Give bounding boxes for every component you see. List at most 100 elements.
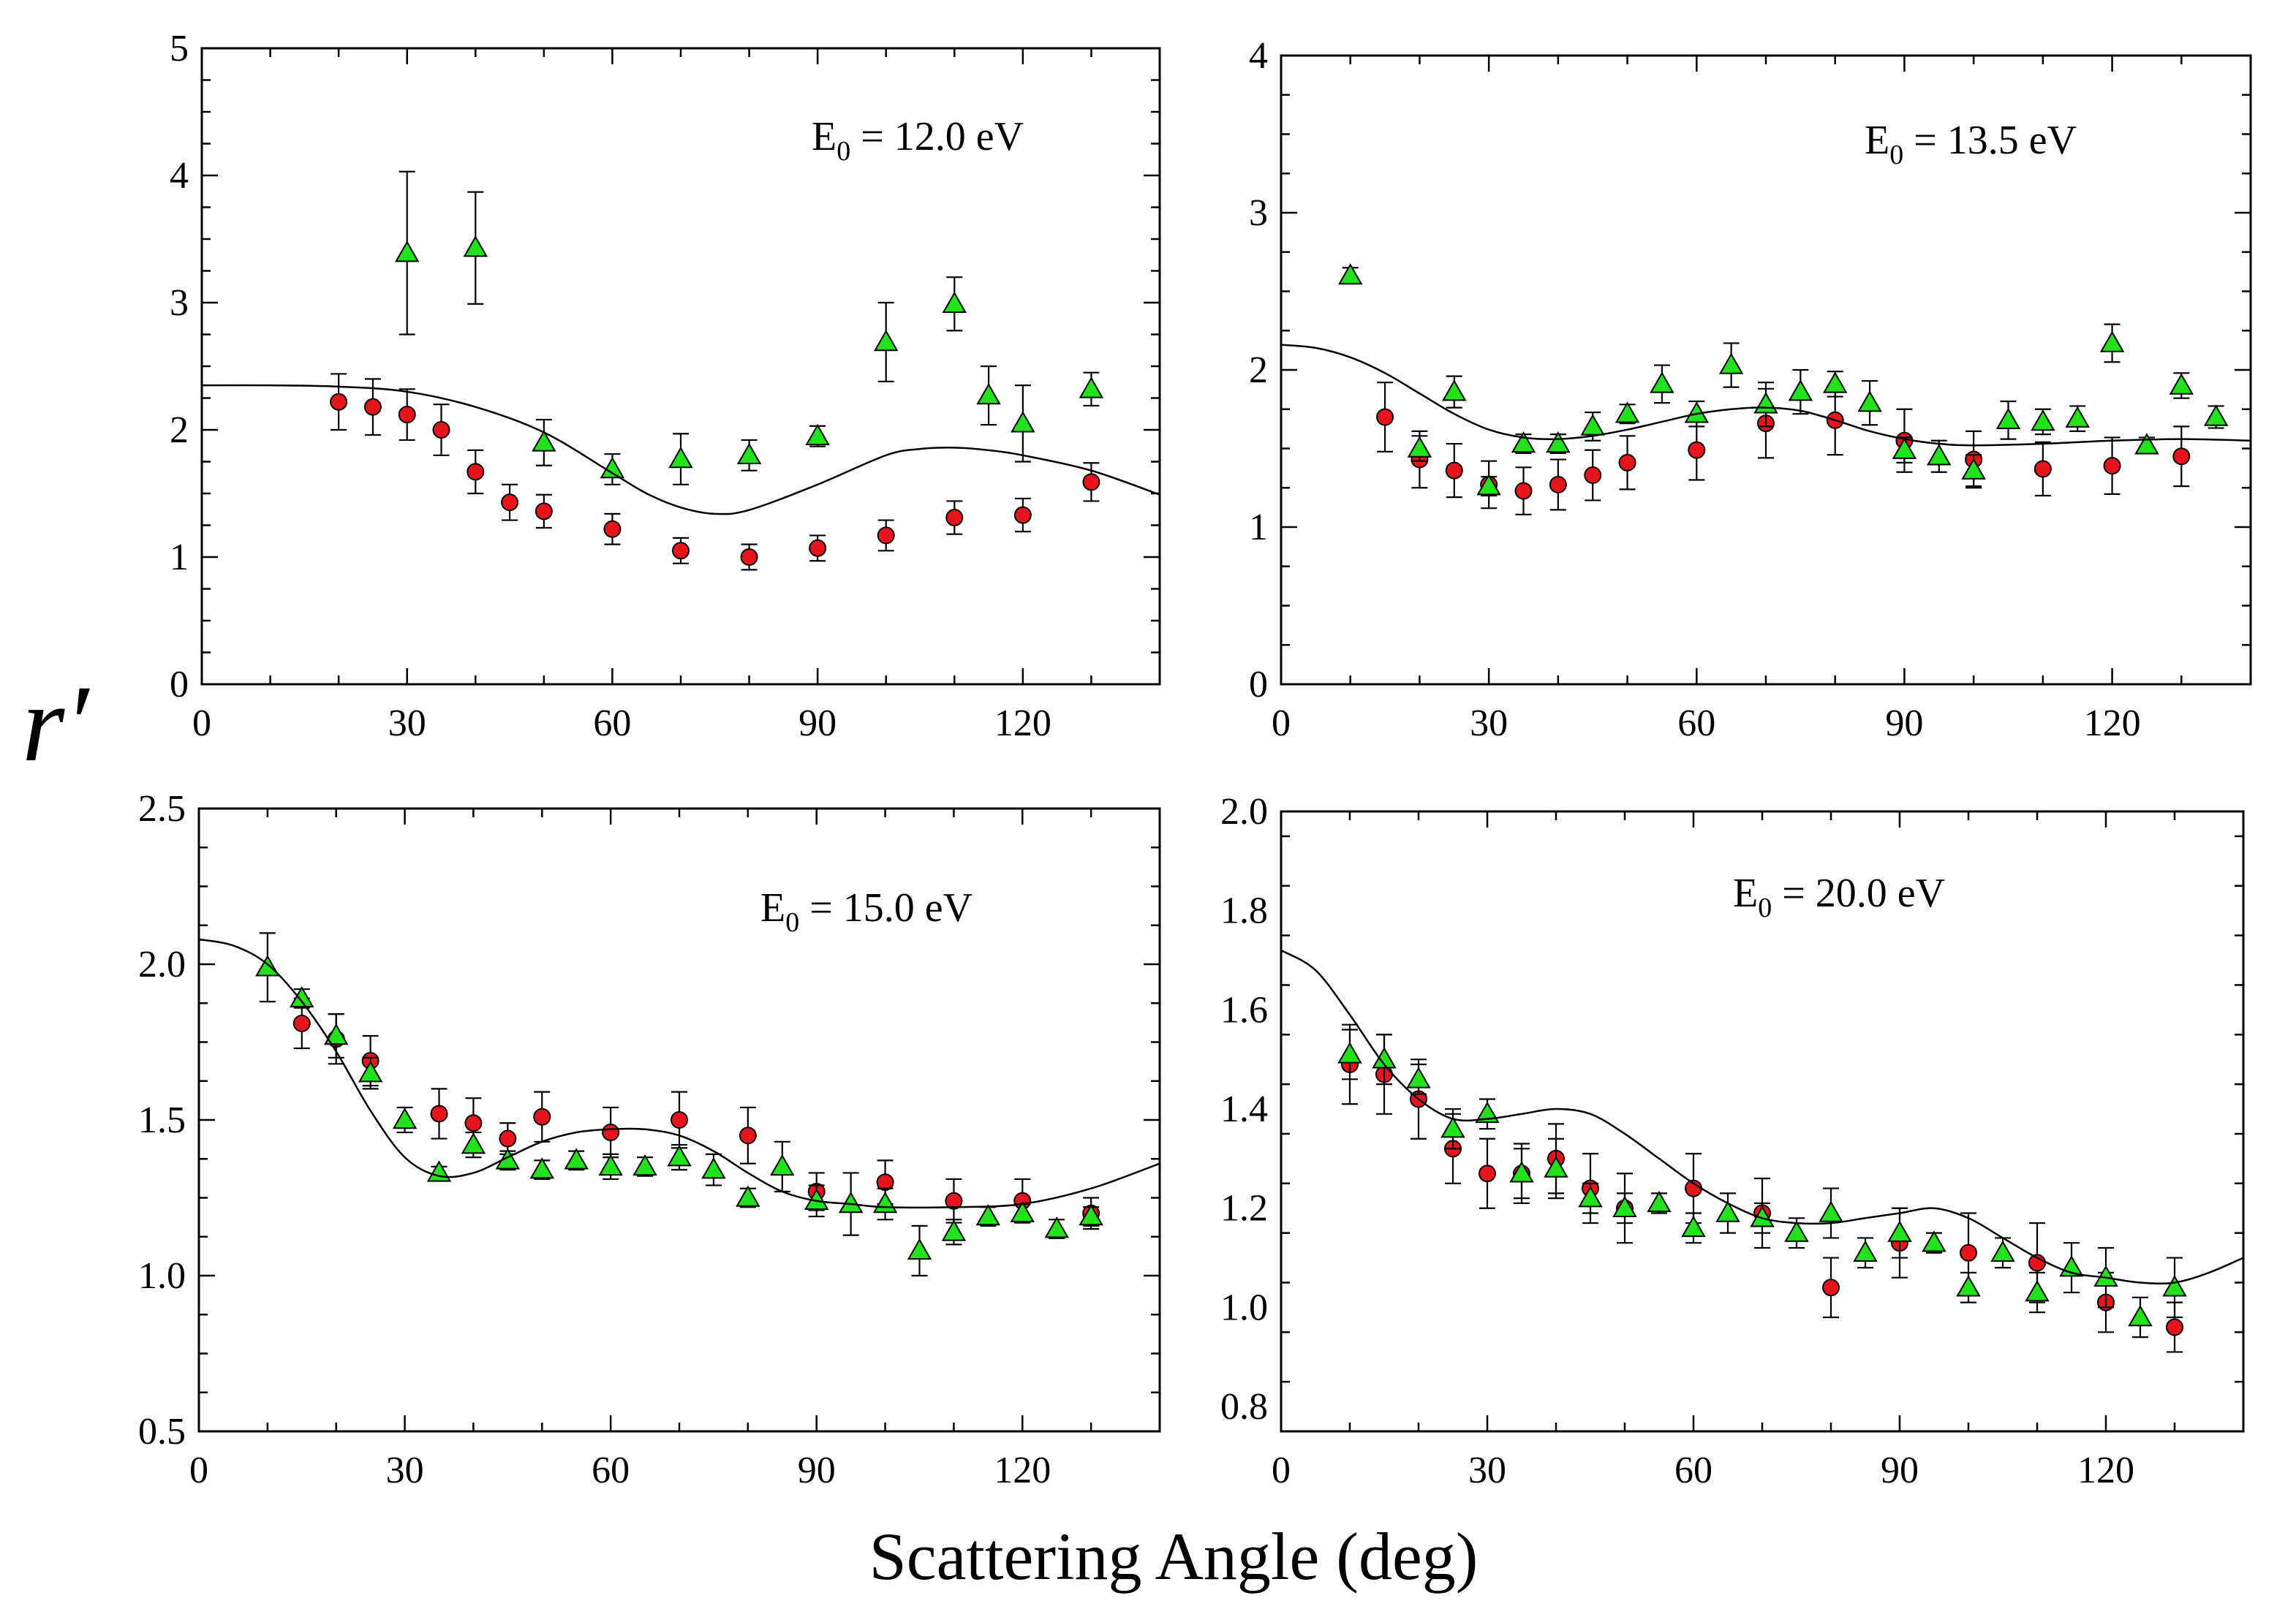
triangle-point [1440, 1108, 1465, 1150]
circle-marker [2166, 1318, 2183, 1336]
triangle-point [1011, 384, 1035, 463]
y-tick-label: 4 [1249, 35, 1268, 77]
circle-point [533, 1091, 551, 1143]
y-tick-label: 2.5 [138, 788, 186, 830]
x-tick-label: 0 [1272, 703, 1291, 744]
y-tick-label: 0.5 [138, 1411, 186, 1453]
x-axis-label: Scattering Angle (deg) [869, 1519, 1479, 1594]
triangle-marker [1546, 431, 1571, 453]
triangle-point [1961, 453, 1986, 488]
triangle-marker [1990, 1240, 2015, 1262]
triangle-point [1788, 368, 1813, 415]
x-tick-label: 120 [994, 703, 1051, 744]
triangle-marker [392, 1107, 418, 1129]
triangle-marker [495, 1148, 521, 1170]
theory-curve [199, 938, 1160, 1209]
circle-marker [464, 1114, 483, 1132]
triangle-marker [2025, 1280, 2050, 1302]
triangle-point [1615, 401, 1640, 425]
circle-point [945, 1178, 963, 1224]
triangle-marker [1615, 401, 1640, 423]
circle-marker [1479, 1165, 1496, 1183]
triangle-point [598, 1153, 623, 1181]
circle-point [1445, 442, 1463, 499]
energy-annotation: E0 = 13.5 eV [1865, 118, 2077, 170]
energy-annotation: E0 = 12.0 eV [812, 114, 1024, 167]
theory-curve [1281, 949, 2243, 1285]
theory-curve [1281, 344, 2251, 447]
triangle-point [1407, 435, 1432, 462]
circle-marker [945, 1192, 963, 1210]
triangle-marker [1010, 1200, 1035, 1223]
triangle-point [1819, 1187, 1843, 1239]
triangle-marker [975, 1204, 1001, 1226]
triangle-point [1990, 1237, 2015, 1269]
x-tick-label: 0 [192, 703, 211, 744]
circle-marker [1376, 408, 1394, 426]
triangle-marker [1822, 371, 1848, 393]
circle-point [535, 493, 553, 529]
circle-marker [1549, 475, 1567, 493]
triangle-marker [426, 1160, 452, 1182]
plot-frame [1280, 54, 2252, 686]
triangle-marker [632, 1154, 657, 1176]
circle-point [877, 519, 895, 552]
x-tick-label: 60 [1677, 703, 1715, 744]
triangle-point [941, 1219, 967, 1246]
y-tick-label: 1.0 [1220, 1287, 1268, 1328]
triangle-marker [1788, 379, 1813, 401]
triangle-marker [598, 1154, 623, 1176]
triangle-point [564, 1148, 589, 1171]
triangle-marker [1079, 376, 1104, 398]
triangle-marker [2031, 409, 2055, 431]
triangle-point [1684, 400, 1710, 428]
triangle-point [600, 453, 625, 485]
circle-point [945, 500, 964, 535]
circle-point [603, 512, 622, 545]
triangle-point [392, 1106, 418, 1134]
triangle-marker [701, 1157, 726, 1179]
triangle-point [1337, 1029, 1362, 1080]
triangle-point [1853, 1237, 1878, 1269]
triangle-marker [2162, 1275, 2187, 1297]
triangle-marker [976, 383, 1001, 405]
triangle-point [2203, 404, 2229, 429]
triangle-point [358, 1056, 383, 1090]
circle-point [1013, 497, 1032, 533]
triangle-marker [358, 1061, 383, 1083]
theory-curve [202, 384, 1160, 515]
triangle-marker [2203, 404, 2229, 426]
triangle-point [1079, 1204, 1103, 1227]
circle-marker [1822, 1279, 1840, 1297]
circle-marker [671, 1111, 688, 1129]
triangle-marker [1927, 444, 1952, 466]
x-tick-label: 90 [798, 1450, 836, 1491]
circle-point [501, 483, 519, 521]
circle-marker [1514, 482, 1533, 500]
triangle-marker [1922, 1230, 1946, 1252]
triangle-marker [805, 423, 830, 445]
triangle-marker [564, 1148, 589, 1170]
x-tick-label: 0 [189, 1450, 208, 1491]
triangle-point [942, 276, 967, 332]
triangle-point [2031, 408, 2055, 436]
circle-marker [432, 421, 450, 439]
circle-point [1082, 462, 1100, 502]
triangle-point [1892, 436, 1917, 463]
triangle-marker [1442, 379, 1467, 401]
circle-point [432, 404, 450, 456]
triangle-marker [907, 1238, 932, 1260]
y-tick-label: 3 [1249, 192, 1268, 234]
triangle-marker [394, 241, 420, 262]
circle-point [430, 1088, 448, 1140]
triangle-marker [2128, 1304, 2153, 1327]
circle-marker [809, 539, 827, 557]
triangle-marker [2134, 433, 2159, 455]
circle-point [1479, 1137, 1496, 1209]
circle-point [363, 378, 382, 436]
triangle-point [1822, 371, 1848, 398]
circle-marker [739, 1127, 757, 1145]
triangle-point [2128, 1296, 2153, 1339]
y-tick-label: 2.0 [138, 944, 186, 985]
triangle-point [1612, 1192, 1637, 1224]
